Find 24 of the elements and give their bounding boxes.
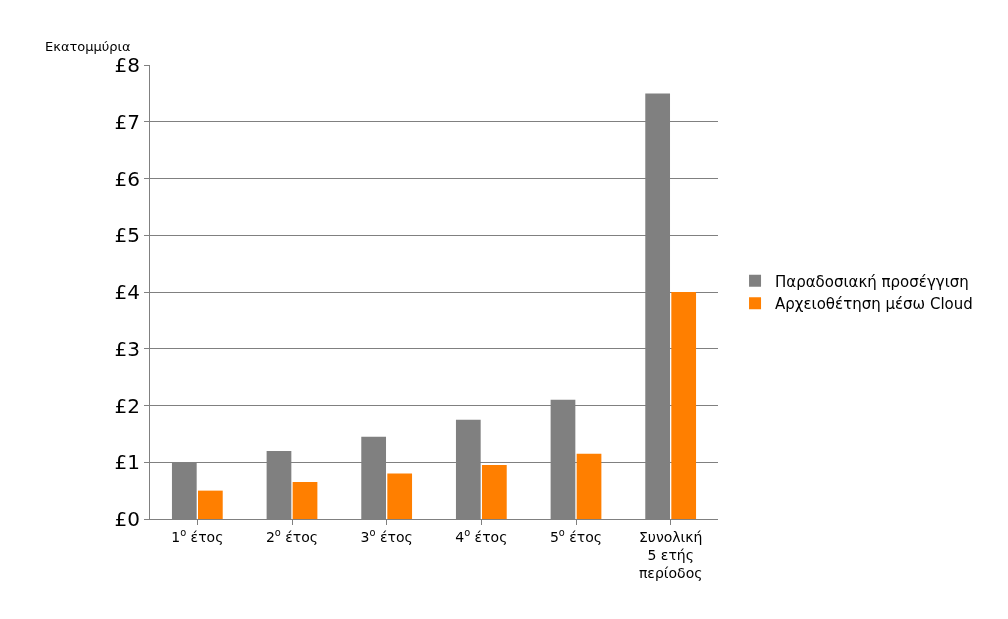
bar bbox=[481, 465, 507, 519]
y-tick-label: £4 bbox=[114, 280, 140, 304]
legend-label: Αρχειοθέτηση μέσω Cloud bbox=[775, 295, 973, 314]
x-tick-label: 4$^{ο}$ έτος bbox=[455, 526, 508, 545]
x-tick-label: 1$^{ο}$ έτος bbox=[171, 526, 224, 545]
bar bbox=[387, 473, 413, 519]
x-tick-label: 3$^{ο}$ έτος bbox=[360, 526, 413, 545]
y-tick-label: £8 bbox=[114, 53, 140, 77]
x-tick-label: 2$^{ο}$ έτος bbox=[265, 526, 319, 545]
y-tick-label: £1 bbox=[114, 450, 140, 475]
bar bbox=[197, 490, 223, 519]
y-tick-label: £6 bbox=[114, 166, 140, 191]
y-tick-label: £7 bbox=[114, 109, 140, 134]
y-tick-label: £0 bbox=[114, 507, 140, 531]
bar bbox=[576, 453, 602, 519]
legend-label: Παραδοσιακή προσέγγιση bbox=[775, 272, 969, 291]
y-tick-label: £5 bbox=[114, 223, 140, 248]
bar bbox=[292, 482, 318, 519]
y-axis-title: Εκατομμύρια bbox=[45, 39, 131, 54]
y-tick-label: £2 bbox=[114, 393, 140, 418]
x-tick-label: Συνολική 5 ετής περίοδος bbox=[638, 528, 703, 582]
bar bbox=[671, 292, 697, 519]
y-tick-label: £3 bbox=[114, 336, 140, 361]
x-tick-label: 5$^{ο}$ έτος bbox=[549, 526, 603, 545]
